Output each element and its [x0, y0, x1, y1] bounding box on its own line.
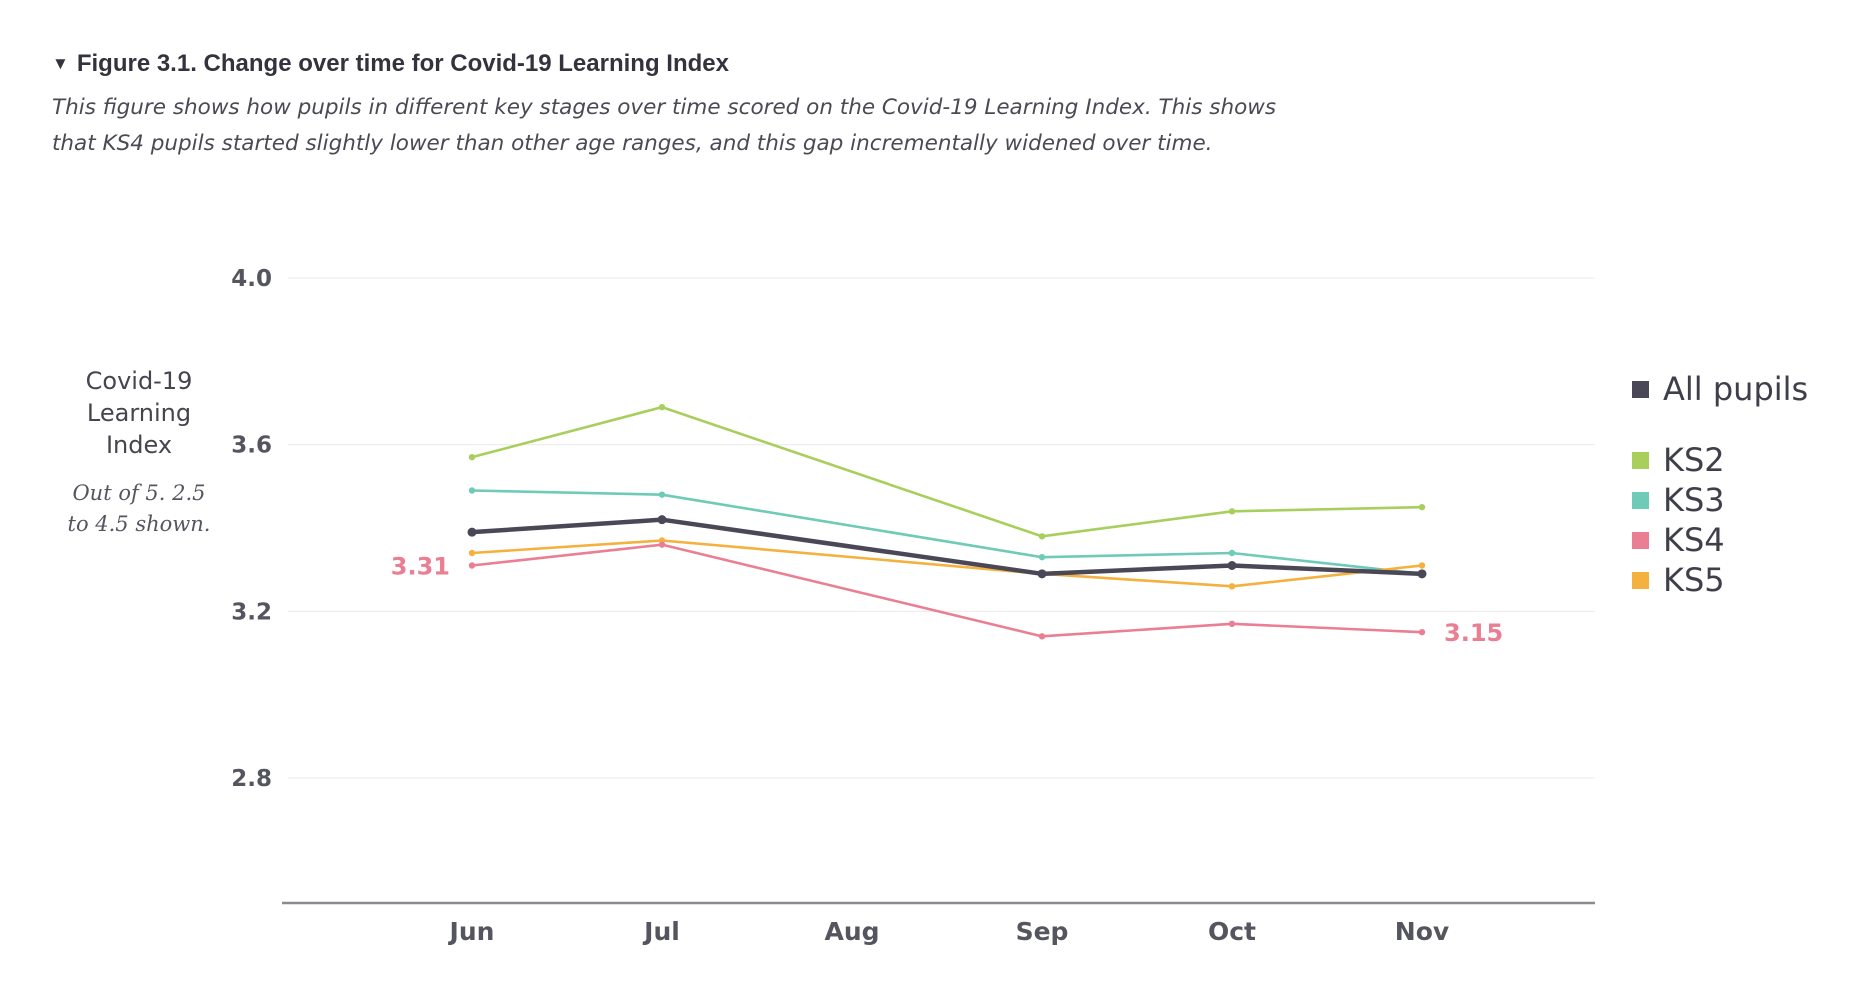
y-tick-label: 4.0	[231, 266, 272, 292]
data-point	[1228, 549, 1236, 557]
data-point	[657, 515, 667, 525]
data-point	[1227, 561, 1237, 570]
y-axis-label-line: Covid-19	[85, 367, 193, 395]
data-point	[1038, 633, 1046, 640]
data-point	[1418, 562, 1426, 569]
data-point	[658, 403, 666, 411]
legend-swatch	[1632, 380, 1649, 398]
series-line-ks2	[470, 405, 1424, 538]
data-point	[1418, 503, 1426, 511]
y-axis-label-line: Learning	[86, 399, 192, 427]
data-label: 3.15	[1444, 619, 1503, 647]
legend-label: KS3	[1663, 481, 1725, 519]
y-axis-note-line: Out of 5. 2.5	[72, 481, 206, 505]
data-point	[1037, 569, 1047, 579]
figure-title-row[interactable]: ▼ Figure 3.1. Change over time for Covid…	[52, 50, 1352, 78]
legend-label: All pupils	[1663, 370, 1809, 408]
y-axis-label: Covid-19 Learning Index	[44, 365, 234, 461]
y-tick-label: 2.8	[231, 766, 272, 792]
y-axis-note: Out of 5. 2.5 to 4.5 shown.	[44, 478, 234, 540]
x-tick-label: Jun	[448, 917, 495, 946]
data-point	[658, 541, 666, 548]
data-point	[468, 549, 476, 557]
y-axis-note-line: to 4.5 shown.	[67, 512, 211, 536]
x-tick-label: Nov	[1395, 917, 1449, 946]
legend-item-ks4: KS4	[1632, 520, 1808, 560]
x-tick-label: Aug	[824, 917, 879, 946]
y-axis-label-line: Index	[105, 431, 173, 459]
data-point	[1228, 583, 1236, 590]
data-point	[1417, 569, 1427, 579]
legend-swatch	[1632, 451, 1649, 469]
collapse-caret-icon[interactable]: ▼	[52, 54, 69, 73]
x-tick-label: Sep	[1016, 917, 1069, 946]
legend-swatch	[1632, 491, 1649, 509]
y-tick-label: 3.2	[231, 599, 272, 625]
legend-swatch	[1632, 531, 1649, 549]
data-point	[467, 527, 477, 537]
data-point	[468, 453, 476, 461]
data-point	[1038, 553, 1046, 561]
x-tick-label: Oct	[1208, 917, 1256, 946]
legend-label: KS5	[1663, 561, 1725, 599]
legend-label: KS4	[1663, 521, 1725, 559]
x-tick-label: Jul	[642, 917, 680, 946]
legend-item-ks2: KS2	[1632, 440, 1808, 480]
figure-description: This figure shows how pupils in differen…	[52, 95, 1277, 156]
data-point	[1228, 620, 1236, 628]
legend-item-ks5: KS5	[1632, 560, 1808, 600]
data-point	[468, 487, 476, 494]
data-point	[1228, 508, 1236, 515]
figure-header: ▼ Figure 3.1. Change over time for Covid…	[52, 50, 1352, 162]
legend-label: KS2	[1663, 441, 1725, 479]
data-point	[468, 562, 476, 569]
series-line-ks5	[470, 539, 1424, 588]
data-label: 3.31	[391, 553, 450, 581]
y-tick-label: 3.6	[231, 433, 272, 459]
data-point	[1038, 533, 1046, 540]
data-point	[1418, 628, 1426, 636]
legend-item-all-pupils: All pupils	[1632, 370, 1808, 408]
figure-title: Figure 3.1. Change over time for Covid-1…	[76, 50, 729, 77]
chart-legend: All pupils KS2 KS3 KS4 KS5	[1632, 370, 1808, 600]
legend-swatch	[1632, 571, 1649, 589]
legend-item-ks3: KS3	[1632, 480, 1808, 520]
data-point	[658, 491, 666, 498]
